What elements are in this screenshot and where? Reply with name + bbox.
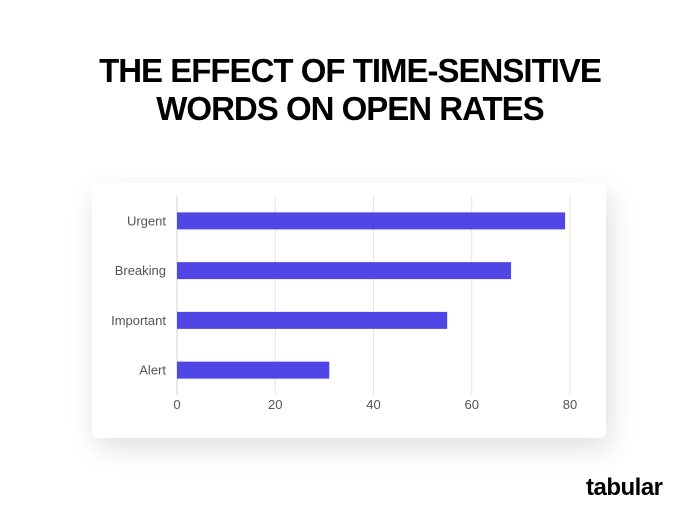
x-tick-label-3: 60	[465, 397, 479, 412]
tabular-logo: tabular	[586, 474, 663, 501]
x-tick-label-0: 0	[173, 397, 180, 412]
chart-title-line-1: THE EFFECT OF TIME-SENSITIVE	[99, 52, 602, 89]
x-tick-label-2: 40	[366, 397, 380, 412]
x-tick-label-1: 20	[268, 397, 282, 412]
bar-alert	[177, 361, 330, 379]
bar-important	[177, 311, 448, 329]
category-label-alert: Alert	[139, 363, 166, 378]
chart-title-line-2: WORDS ON OPEN RATES	[156, 90, 544, 127]
bar-urgent	[177, 212, 566, 230]
x-tick-label-4: 80	[563, 397, 577, 412]
category-label-important: Important	[111, 313, 166, 328]
category-label-urgent: Urgent	[127, 213, 166, 228]
bar-breaking	[177, 262, 512, 280]
category-label-breaking: Breaking	[115, 263, 166, 278]
chart-title: THE EFFECT OF TIME-SENSITIVE WORDS ON OP…	[0, 52, 700, 128]
